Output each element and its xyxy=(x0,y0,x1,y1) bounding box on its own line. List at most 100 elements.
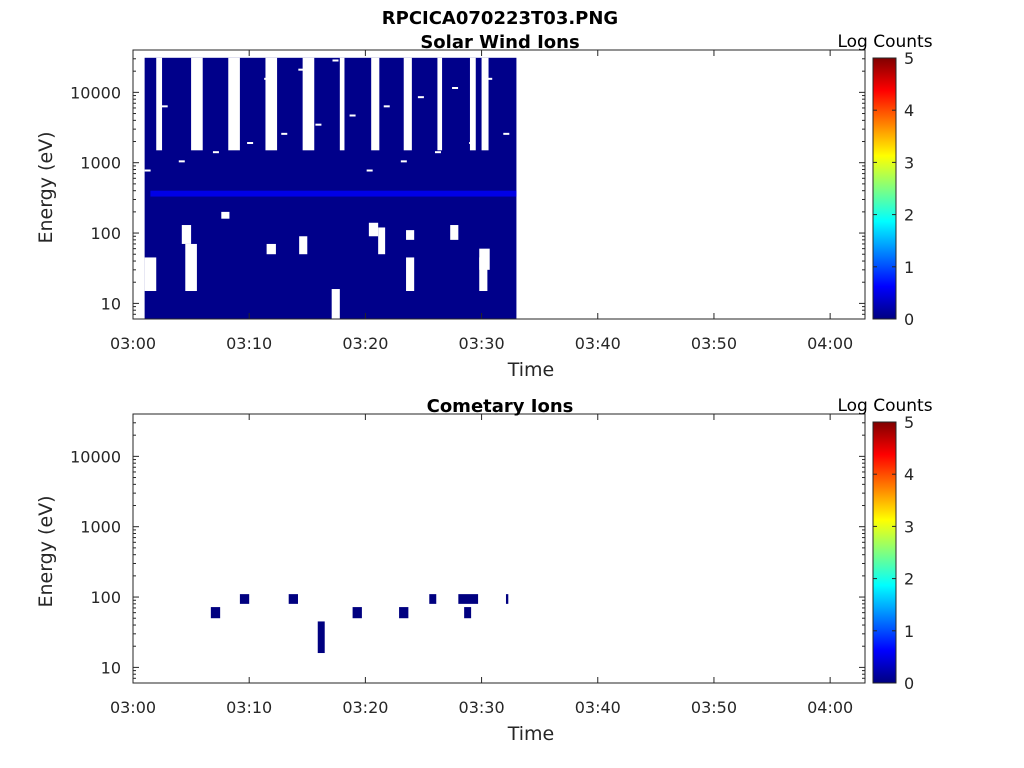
colorbar-tick-label: 5 xyxy=(904,413,914,432)
x-tick-label: 03:20 xyxy=(342,334,388,353)
heatmap-gap xyxy=(339,57,345,151)
cometary-panel: 03:00 03:10 03:20 03:30 03:40 03:50 04:0010100… xyxy=(35,396,933,745)
heatmap-gap xyxy=(481,57,489,151)
heatmap-gap xyxy=(266,243,276,255)
heatmap-gap xyxy=(191,57,203,151)
heatmap-gap xyxy=(452,87,459,90)
heatmap-cell xyxy=(352,607,362,619)
panel-title: Cometary Ions xyxy=(427,396,574,417)
heatmap-gap xyxy=(469,142,476,145)
x-tick-label: 03:40 xyxy=(575,334,621,353)
heatmap-gap xyxy=(302,57,315,151)
heatmap-gap xyxy=(400,160,407,163)
x-tick-label: 03:30 xyxy=(459,334,505,353)
x-tick-label: 03:10 xyxy=(226,334,272,353)
colorbar-tick-label: 0 xyxy=(904,310,914,329)
heatmap-gap xyxy=(161,105,168,108)
figure-title: RPCICA070223T03.PNG xyxy=(382,8,618,29)
heatmap-gap xyxy=(228,57,240,151)
heatmap-gap xyxy=(144,257,157,292)
y-tick-label: 10 xyxy=(101,294,121,313)
colorbar-tick-label: 0 xyxy=(904,674,914,693)
y-axis-label: Energy (eV) xyxy=(35,131,57,243)
colorbar-tick-label: 2 xyxy=(904,570,914,589)
colorbar-label: Log Counts xyxy=(837,32,932,52)
x-tick-label: 04:00 xyxy=(807,698,853,717)
x-tick-label: 03:30 xyxy=(459,698,505,717)
heatmap-gap xyxy=(406,257,415,292)
colorbar xyxy=(872,421,897,684)
heatmap-cell xyxy=(288,594,298,604)
heatmap-gap xyxy=(437,57,443,151)
x-axis-label: Time xyxy=(507,723,555,745)
x-axis-label: Time xyxy=(507,359,555,381)
heatmap-gap xyxy=(265,57,278,151)
heatmap-gap xyxy=(371,57,380,151)
heatmap-gap xyxy=(331,289,340,319)
heatmap-gap xyxy=(144,169,151,172)
heatmap-gap xyxy=(368,222,379,237)
heatmap-gap xyxy=(178,160,185,163)
y-tick-label: 10000 xyxy=(70,83,121,102)
heatmap-gap xyxy=(230,87,237,90)
heatmap-gap xyxy=(450,225,459,240)
heatmap-gap xyxy=(212,151,219,154)
heatmap-gap xyxy=(264,77,271,80)
heatmap-gap xyxy=(503,132,510,135)
heatmap-gap xyxy=(181,225,192,244)
heatmap-gap xyxy=(366,169,373,172)
y-axis-label: Energy (eV) xyxy=(35,495,57,607)
heatmap-cell xyxy=(144,57,517,319)
heatmap-gap xyxy=(406,230,415,240)
solar-wind-panel: 03:00 03:10 03:20 03:30 03:40 03:50 04:0010100… xyxy=(35,32,933,381)
heatmap-cell xyxy=(399,607,409,619)
heatmap-gap xyxy=(281,132,288,135)
heatmap-gap xyxy=(479,248,490,270)
x-tick-label: 03:20 xyxy=(342,698,388,717)
heatmap-cell xyxy=(505,594,509,604)
y-tick-label: 10 xyxy=(101,658,121,677)
colorbar-tick-label: 1 xyxy=(904,258,914,277)
y-tick-label: 10000 xyxy=(70,447,121,466)
plot-frame xyxy=(132,413,866,684)
x-tick-label: 03:10 xyxy=(226,698,272,717)
heatmap-gap xyxy=(247,142,254,145)
heatmap-gap xyxy=(417,96,424,99)
heatmap-cell xyxy=(239,594,250,604)
x-tick-label: 03:00 xyxy=(110,334,156,353)
plot-frame xyxy=(132,49,866,320)
heatmap-gap xyxy=(315,123,322,126)
y-tick-label: 1000 xyxy=(80,518,121,537)
x-tick-label: 04:00 xyxy=(807,334,853,353)
heatmap-gap xyxy=(434,151,441,154)
colorbar-tick-label: 2 xyxy=(904,206,914,225)
y-tick-label: 1000 xyxy=(80,154,121,173)
heatmap-gap xyxy=(403,57,412,151)
heatmap-gap xyxy=(383,105,390,108)
heatmap-gap xyxy=(185,243,197,292)
x-tick-label: 03:00 xyxy=(110,698,156,717)
heatmap-cells xyxy=(210,594,509,654)
heatmap-gap xyxy=(156,57,163,151)
colorbar-tick-label: 3 xyxy=(904,153,914,172)
x-tick-label: 03:50 xyxy=(691,334,737,353)
heatmap-cell xyxy=(458,594,479,604)
heatmap-gap xyxy=(469,57,476,151)
heatmap-gap xyxy=(486,77,493,80)
y-tick-label: 100 xyxy=(90,224,121,243)
heatmap-cell xyxy=(210,607,221,619)
x-tick-label: 03:40 xyxy=(575,698,621,717)
heatmap-gap xyxy=(332,59,339,62)
heatmap-gap xyxy=(298,68,305,71)
panel-title: Solar Wind Ions xyxy=(420,32,579,53)
colorbar-tick-label: 4 xyxy=(904,101,914,120)
heatmap-gap xyxy=(378,227,386,255)
colorbar-tick-label: 5 xyxy=(904,49,914,68)
heatmap-gap xyxy=(479,257,488,292)
heatmap-cell xyxy=(429,594,437,604)
colorbar-tick-label: 4 xyxy=(904,465,914,484)
heatmap-gap xyxy=(221,211,230,219)
colorbar-tick-label: 1 xyxy=(904,622,914,641)
heatmap-cell xyxy=(464,607,472,619)
